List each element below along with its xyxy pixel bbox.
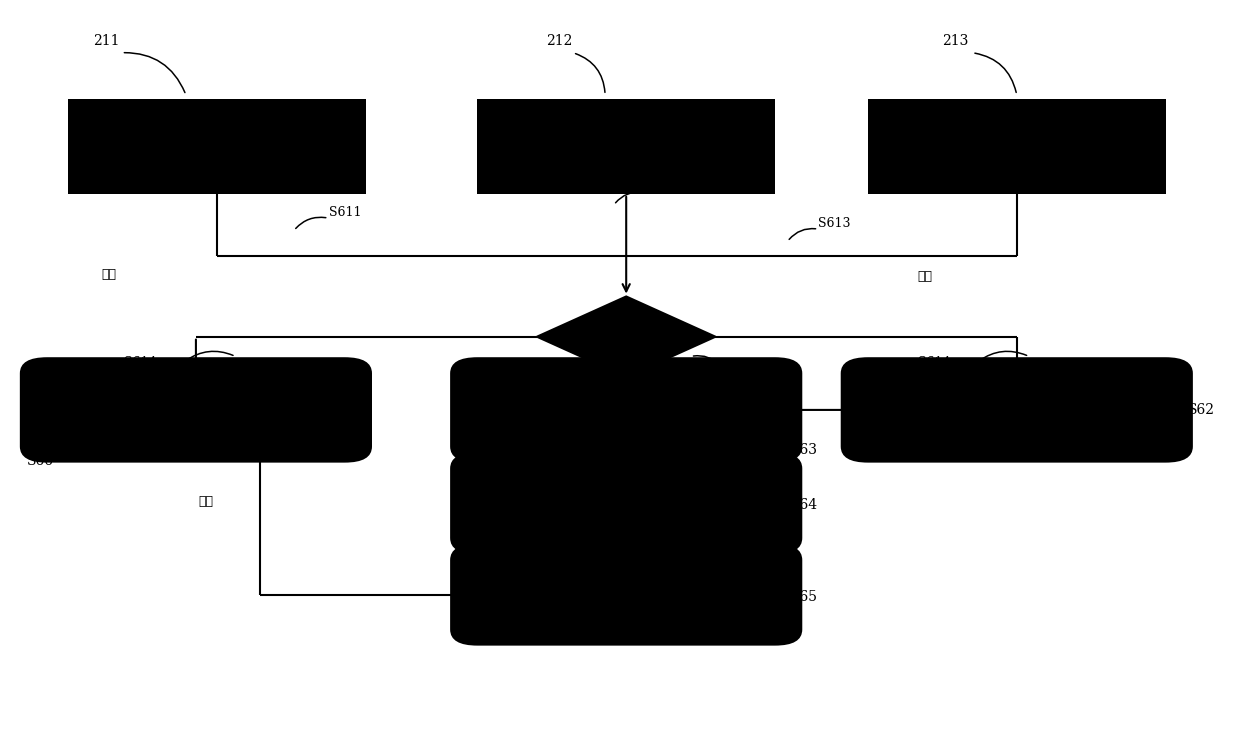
Text: S62: S62 (1188, 403, 1215, 417)
Bar (868, 99, 1166, 194)
FancyBboxPatch shape (450, 357, 802, 463)
Text: S612: S612 (645, 180, 677, 193)
Text: 正常: 正常 (766, 368, 781, 381)
Text: 申请: 申请 (918, 270, 932, 283)
Text: 完成: 完成 (198, 495, 213, 508)
FancyBboxPatch shape (450, 544, 802, 646)
Text: 列出: 列出 (543, 180, 558, 193)
Text: S613: S613 (818, 217, 851, 230)
Polygon shape (537, 296, 715, 377)
Text: 213: 213 (942, 34, 968, 48)
Text: 212: 212 (546, 34, 572, 48)
Text: S614: S614 (124, 356, 156, 369)
Text: S61: S61 (722, 368, 746, 381)
Text: S63: S63 (791, 443, 818, 458)
Text: 传入: 传入 (102, 268, 117, 281)
Text: 211: 211 (93, 34, 119, 48)
FancyBboxPatch shape (450, 452, 802, 554)
FancyBboxPatch shape (841, 357, 1193, 463)
Text: S611: S611 (329, 206, 361, 219)
FancyBboxPatch shape (20, 357, 372, 463)
Text: S64: S64 (791, 498, 818, 512)
Bar (68, 99, 366, 194)
Text: 异常: 异常 (236, 368, 250, 381)
Bar (477, 99, 775, 194)
Text: S65: S65 (791, 589, 818, 604)
Text: S66: S66 (27, 454, 55, 468)
Text: S614: S614 (918, 356, 950, 369)
Text: 计算资源和环境检查: 计算资源和环境检查 (508, 368, 575, 381)
